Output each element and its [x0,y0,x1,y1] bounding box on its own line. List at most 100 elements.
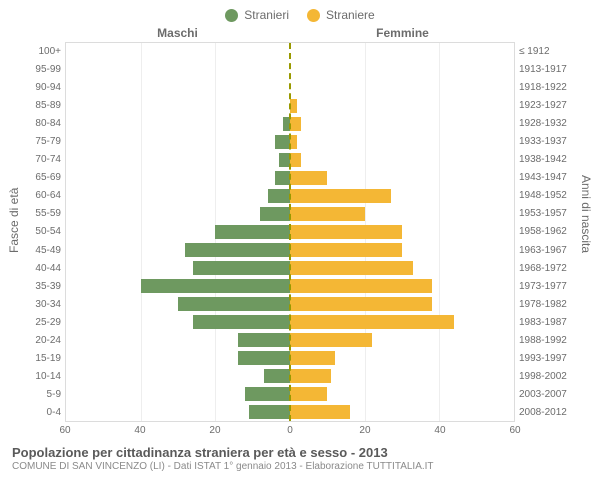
plot-area: 100+95-9990-9485-8980-8475-7970-7465-696… [20,42,580,422]
birth-label: 1933-1937 [519,136,580,147]
legend-label-female: Straniere [326,8,375,22]
birth-label: 1948-1952 [519,190,580,201]
age-label: 95-99 [20,64,61,75]
birth-label: 1978-1982 [519,299,580,310]
bar-male [66,243,290,257]
x-tick: 40 [434,425,445,436]
legend-item-female: Straniere [307,8,375,22]
bar-male [66,63,290,77]
x-tick: 40 [134,425,145,436]
birth-label: 1963-1967 [519,245,580,256]
age-label: 65-69 [20,172,61,183]
age-label: 75-79 [20,136,61,147]
birth-label: 1943-1947 [519,172,580,183]
bar-female [290,243,514,257]
bar-female [290,261,514,275]
birth-year-labels: ≤ 1912 1913-1917 1918-1922 1923-1927 1928-19… [515,42,580,422]
bar-female [290,351,514,365]
birth-label: 1973-1977 [519,281,580,292]
age-label: 85-89 [20,100,61,111]
birth-label: 1968-1972 [519,263,580,274]
birth-label: 2008-2012 [519,407,580,418]
x-tick: 60 [59,425,70,436]
bar-male [66,369,290,383]
bar-female [290,387,514,401]
bar-male [66,171,290,185]
bar-male [66,387,290,401]
age-label: 30-34 [20,299,61,310]
age-label: 10-14 [20,371,61,382]
bar-female [290,99,514,113]
bar-male [66,99,290,113]
bar-female [290,297,514,311]
bar-female [290,279,514,293]
age-label: 45-49 [20,245,61,256]
bar-female [290,153,514,167]
bar-female [290,135,514,149]
bar-female [290,81,514,95]
age-label: 80-84 [20,118,61,129]
age-label: 55-59 [20,208,61,219]
bar-male [66,45,290,59]
birth-label: 1993-1997 [519,353,580,364]
bar-male [66,117,290,131]
age-label: 15-19 [20,353,61,364]
bar-female [290,207,514,221]
age-labels: 100+95-9990-9485-8980-8475-7970-7465-696… [20,42,65,422]
bar-female [290,225,514,239]
bar-male [66,405,290,419]
bar-female [290,189,514,203]
birth-label: 1983-1987 [519,317,580,328]
birth-label: 1928-1932 [519,118,580,129]
bar-male [66,189,290,203]
x-axis-female: 204060 [290,425,515,439]
legend-item-male: Stranieri [225,8,289,22]
footer-title: Popolazione per cittadinanza straniera p… [12,445,588,460]
birth-label: 1998-2002 [519,371,580,382]
legend-swatch-male [225,9,238,22]
header-female: Femmine [290,26,515,40]
birth-label: 1958-1962 [519,226,580,237]
bar-male [66,135,290,149]
age-label: 20-24 [20,335,61,346]
age-label: 70-74 [20,154,61,165]
bar-female [290,63,514,77]
age-label: 50-54 [20,226,61,237]
x-tick: 20 [209,425,220,436]
age-label: 25-29 [20,317,61,328]
bar-male [66,81,290,95]
bar-male [66,351,290,365]
footer: Popolazione per cittadinanza straniera p… [0,439,600,472]
birth-label: ≤ 1912 [519,46,580,57]
birth-label: 1938-1942 [519,154,580,165]
age-label: 40-44 [20,263,61,274]
bar-male [66,207,290,221]
bar-male [66,153,290,167]
bars-female [290,43,514,421]
birth-label: 1923-1927 [519,100,580,111]
age-label: 100+ [20,46,61,57]
bar-male [66,297,290,311]
bar-female [290,405,514,419]
birth-label: 1953-1957 [519,208,580,219]
birth-label: 1918-1922 [519,82,580,93]
x-axis-male: 6040200 [65,425,290,439]
header-male: Maschi [65,26,290,40]
age-label: 5-9 [20,389,61,400]
y-axis-label-left: Fasce di età [7,188,21,253]
pyramid-chart: Fasce di età Anni di nascita Maschi Femm… [20,26,580,439]
bar-male [66,315,290,329]
bar-male [66,333,290,347]
age-label: 60-64 [20,190,61,201]
legend-label-male: Stranieri [244,8,289,22]
birth-label: 1913-1917 [519,64,580,75]
bar-male [66,279,290,293]
bar-female [290,333,514,347]
bar-male [66,261,290,275]
bars-male [66,43,290,421]
bar-female [290,315,514,329]
legend: Stranieri Straniere [0,0,600,26]
footer-subtitle: COMUNE DI SAN VINCENZO (LI) - Dati ISTAT… [12,461,588,472]
x-tick: 20 [359,425,370,436]
male-half [65,42,290,422]
